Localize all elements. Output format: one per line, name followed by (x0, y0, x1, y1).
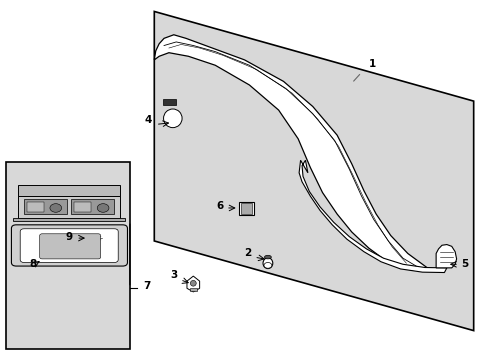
Ellipse shape (264, 255, 271, 259)
Text: 1: 1 (368, 59, 375, 69)
Text: 3: 3 (170, 270, 177, 280)
Bar (5, 162, 130, 348)
Bar (162, 99, 176, 105)
Text: 6: 6 (216, 201, 224, 211)
Bar (189, 288, 196, 291)
Polygon shape (435, 244, 456, 268)
Bar (26, 202, 43, 212)
Ellipse shape (190, 280, 196, 286)
FancyBboxPatch shape (20, 229, 118, 262)
Polygon shape (18, 185, 120, 196)
FancyBboxPatch shape (11, 225, 127, 266)
Circle shape (50, 204, 61, 212)
Polygon shape (13, 218, 125, 221)
Polygon shape (299, 160, 446, 273)
Polygon shape (186, 276, 199, 292)
Ellipse shape (263, 258, 272, 269)
Bar (74, 202, 91, 212)
Bar (71, 199, 114, 214)
Circle shape (97, 204, 109, 212)
Circle shape (264, 262, 271, 268)
Ellipse shape (163, 109, 182, 128)
Text: 8: 8 (29, 259, 36, 269)
Text: 2: 2 (244, 248, 251, 258)
Text: 9: 9 (65, 231, 73, 242)
Polygon shape (154, 35, 427, 270)
Text: 4: 4 (144, 115, 152, 125)
Polygon shape (154, 12, 473, 330)
Text: 5: 5 (460, 259, 468, 269)
Text: 7: 7 (143, 281, 150, 291)
Polygon shape (18, 196, 120, 218)
Bar (238, 202, 254, 215)
Bar (24, 199, 67, 214)
FancyBboxPatch shape (40, 234, 101, 259)
Bar (240, 203, 252, 214)
Ellipse shape (88, 234, 103, 242)
